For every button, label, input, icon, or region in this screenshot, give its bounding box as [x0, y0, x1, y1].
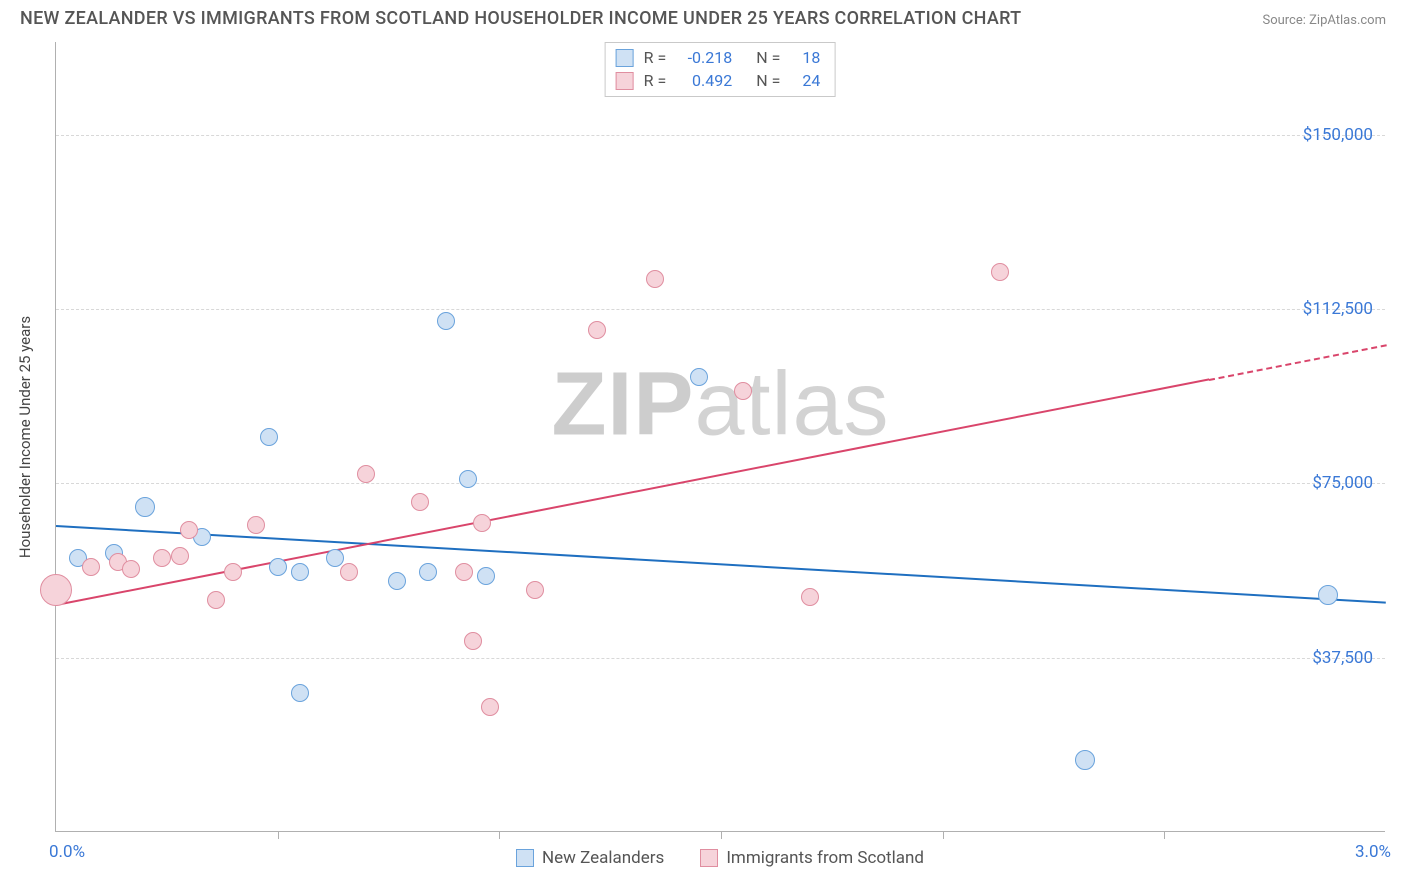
data-point — [153, 549, 171, 567]
y-tick-label: $75,000 — [1312, 473, 1373, 493]
data-point — [991, 263, 1009, 281]
correlation-row: R = -0.218 N = 18 — [616, 46, 821, 69]
legend-swatch — [616, 49, 634, 67]
data-point — [357, 465, 375, 483]
gridline — [56, 483, 1385, 484]
chart-title: NEW ZEALANDER VS IMMIGRANTS FROM SCOTLAN… — [20, 8, 1021, 29]
y-axis-label: Householder Income Under 25 years — [16, 316, 34, 558]
data-point — [1318, 585, 1338, 605]
x-tick — [1164, 831, 1165, 839]
correlation-row: R = 0.492 N = 24 — [616, 69, 821, 92]
data-point — [260, 428, 278, 446]
chart-area: ZIPatlas $37,500$75,000$112,500$150,000 … — [55, 42, 1385, 832]
y-tick-label: $150,000 — [1303, 125, 1373, 145]
data-point — [437, 312, 455, 330]
data-point — [477, 567, 495, 585]
data-point — [473, 514, 491, 532]
watermark: ZIPatlas — [551, 353, 889, 456]
data-point — [180, 521, 198, 539]
data-point — [269, 558, 287, 576]
data-point — [526, 581, 544, 599]
data-point — [122, 560, 140, 578]
correlation-box: R = -0.218 N = 18 R = 0.492 N = 24 — [605, 42, 836, 97]
data-point — [135, 497, 155, 517]
watermark-b: atlas — [694, 354, 889, 454]
legend-label: Immigrants from Scotland — [726, 848, 924, 868]
data-point — [340, 563, 358, 581]
data-point — [459, 470, 477, 488]
data-point — [734, 382, 752, 400]
y-tick-label: $112,500 — [1303, 299, 1373, 319]
data-point — [1075, 750, 1095, 770]
source-label: Source: ZipAtlas.com — [1262, 13, 1386, 28]
x-tick — [278, 831, 279, 839]
data-point — [247, 516, 265, 534]
data-point — [388, 572, 406, 590]
legend-swatch — [516, 849, 534, 867]
x-tick — [943, 831, 944, 839]
gridline — [56, 135, 1385, 136]
y-tick-label: $37,500 — [1312, 648, 1373, 668]
data-point — [455, 563, 473, 581]
data-point — [171, 547, 189, 565]
data-point — [82, 558, 100, 576]
data-point — [646, 270, 664, 288]
data-point — [588, 321, 606, 339]
legend-swatch — [616, 72, 634, 90]
data-point — [481, 698, 499, 716]
data-point — [224, 563, 242, 581]
legend-item: Immigrants from Scotland — [700, 848, 924, 868]
data-point — [291, 684, 309, 702]
legend-item: New Zealanders — [516, 848, 664, 868]
legend-label: New Zealanders — [542, 848, 664, 868]
x-tick — [721, 831, 722, 839]
data-point — [207, 591, 225, 609]
watermark-a: ZIP — [551, 354, 694, 454]
r-label: R = — [644, 69, 667, 92]
data-point — [291, 563, 309, 581]
n-label: N = — [756, 69, 780, 92]
n-label: N = — [756, 46, 780, 69]
data-point — [801, 588, 819, 606]
n-value: 24 — [790, 69, 820, 92]
data-point — [464, 632, 482, 650]
data-point — [40, 574, 72, 606]
r-value: 0.492 — [676, 69, 732, 92]
regression-line — [1208, 344, 1386, 381]
gridline — [56, 309, 1385, 310]
data-point — [419, 563, 437, 581]
legend-swatch — [700, 849, 718, 867]
x-tick — [499, 831, 500, 839]
gridline — [56, 658, 1385, 659]
r-value: -0.218 — [676, 46, 732, 69]
plot-region: ZIPatlas $37,500 $75,000 $112,500 $150,000 — [55, 42, 1385, 832]
data-point — [690, 368, 708, 386]
data-point — [411, 493, 429, 511]
r-label: R = — [644, 46, 667, 69]
legend: New Zealanders Immigrants from Scotland — [55, 848, 1385, 868]
n-value: 18 — [790, 46, 820, 69]
